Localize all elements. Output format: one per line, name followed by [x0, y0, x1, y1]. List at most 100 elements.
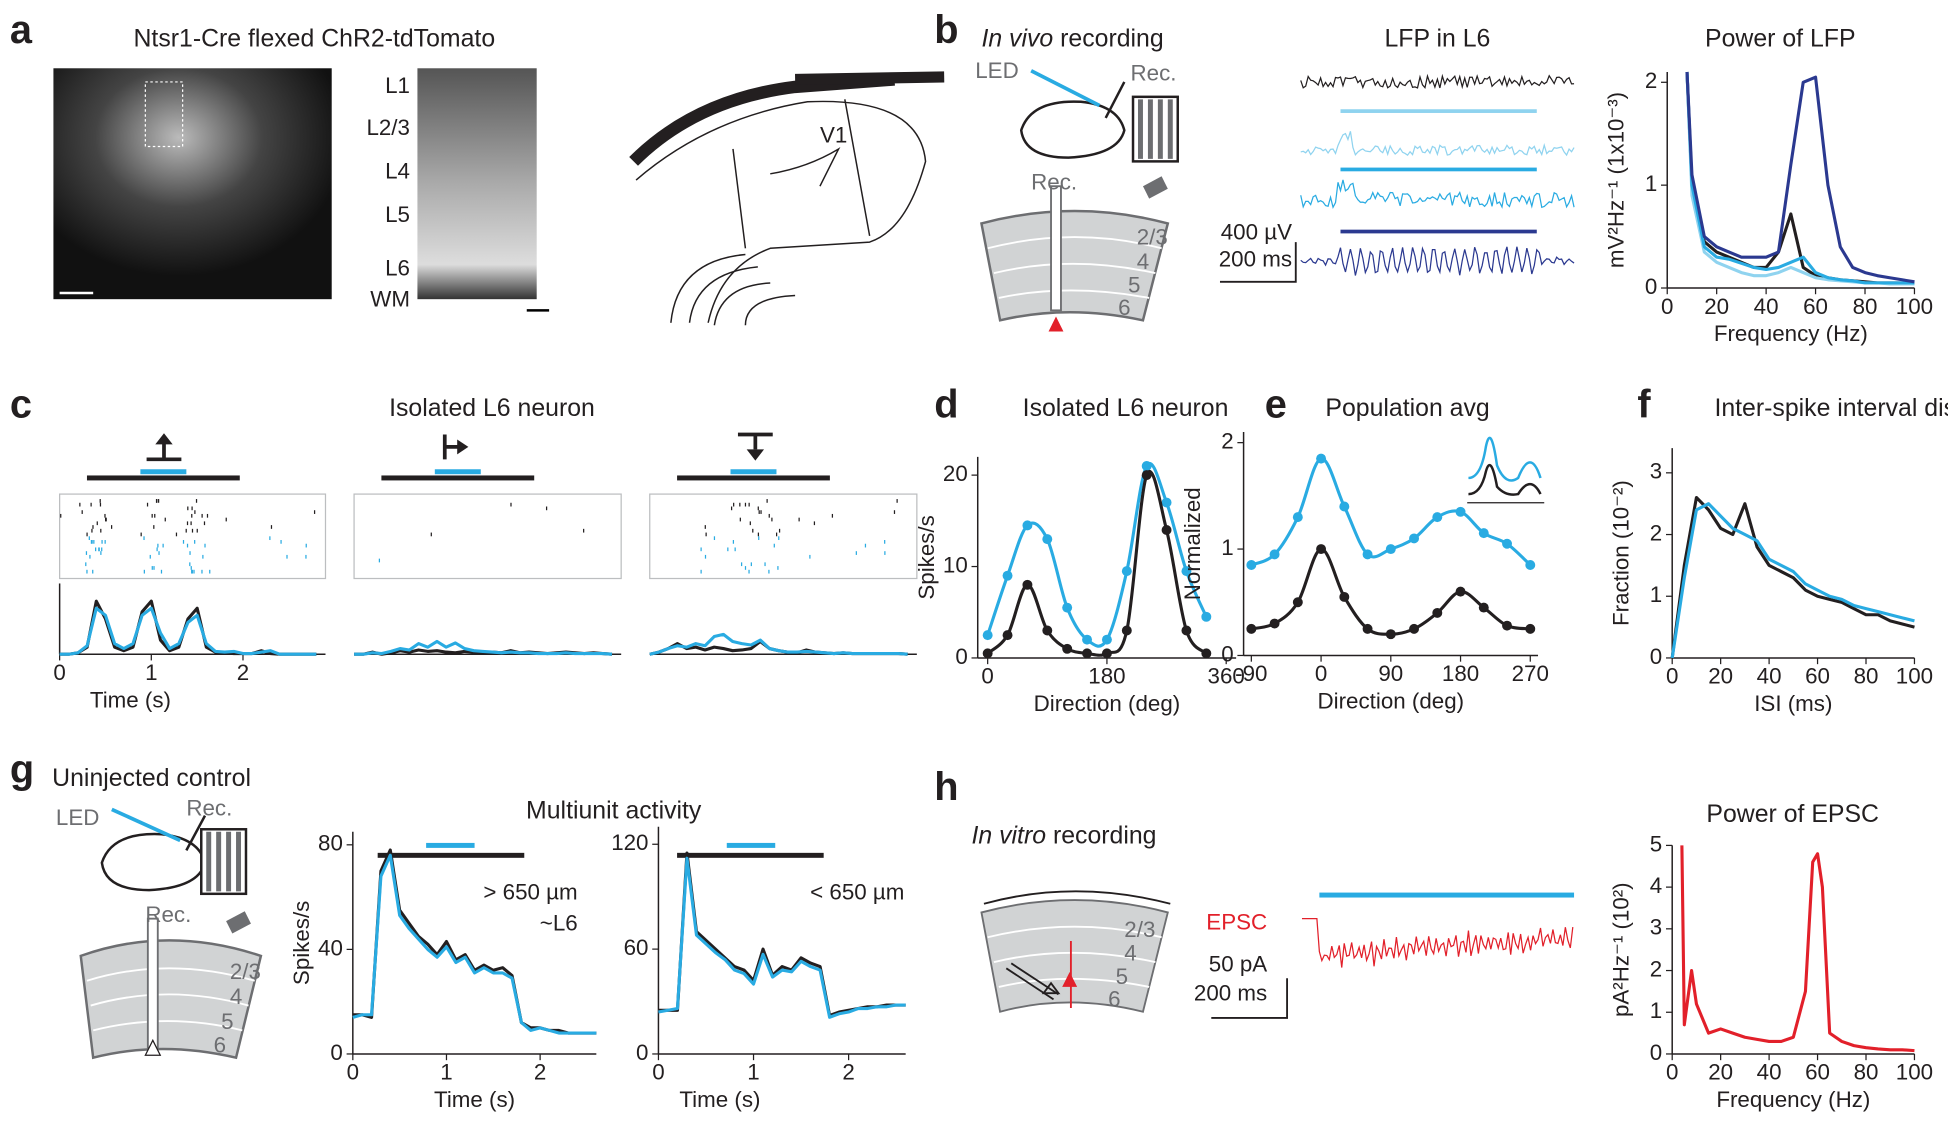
x-tick-label: 0	[1315, 661, 1327, 686]
x-tick-label: 0	[347, 1060, 359, 1085]
series-line	[1250, 547, 1531, 636]
y-tick-label: 1	[1645, 171, 1657, 196]
x-tick-label: 1	[747, 1060, 759, 1085]
x-axis-label: Direction (deg)	[1318, 689, 1465, 714]
y-tick-label: 40	[318, 935, 343, 960]
data-point	[1201, 648, 1212, 659]
data-point	[1409, 533, 1420, 544]
trace	[1300, 179, 1575, 210]
annotation: > 650 µm	[483, 880, 577, 905]
stim-bar	[1340, 167, 1537, 172]
x-tick-label: 1	[145, 660, 157, 685]
y-tick-label: 20	[943, 461, 968, 486]
data-point	[1082, 648, 1093, 659]
data-point	[1121, 566, 1132, 577]
scale-label: 200 ms	[1194, 980, 1267, 1005]
x-tick-label: 40	[1757, 664, 1782, 689]
trace-illustration	[1300, 73, 1575, 968]
chart-title: Inter-spike interval dist.	[1714, 395, 1948, 422]
data-point	[1246, 560, 1257, 570]
y-tick-label: 0	[955, 644, 967, 669]
data-point	[1022, 520, 1033, 531]
raster-box	[59, 493, 327, 580]
depth-label: 6	[1118, 295, 1130, 320]
depth-label: 5	[1128, 273, 1140, 298]
x-axis-label: Time (s)	[434, 1087, 515, 1112]
x-tick-label: 2	[842, 1060, 854, 1085]
trace	[1301, 918, 1574, 968]
y-axis-label: Spikes/s	[914, 515, 939, 599]
rec-label: Rec.	[1031, 170, 1077, 195]
data-point	[1385, 544, 1396, 555]
trace	[1300, 73, 1575, 90]
stim-bar	[1319, 892, 1575, 898]
x-tick-label: 1	[440, 1060, 452, 1085]
panel-title: In vivo recording	[981, 25, 1163, 52]
data-point	[1385, 629, 1396, 640]
x-axis-label: ISI (ms)	[1754, 691, 1832, 716]
x-tick-label: 180	[1088, 664, 1125, 689]
data-point	[1362, 623, 1373, 634]
panel-title: Uninjected control	[52, 765, 251, 792]
panel-label: d	[934, 383, 958, 427]
x-tick-label: 100	[1896, 1060, 1933, 1085]
y-tick-label: 3	[1650, 459, 1662, 484]
series-line	[1685, 71, 1915, 284]
raster-illustration	[60, 499, 898, 574]
series-line	[59, 606, 317, 656]
panel-label: a	[10, 8, 33, 52]
data-point	[1292, 597, 1303, 608]
panel-label: b	[934, 8, 958, 52]
y-tick-label: 0	[1645, 274, 1657, 299]
y-tick-label: 0	[1650, 1040, 1662, 1065]
x-tick-label: 100	[1896, 294, 1933, 319]
data-point	[982, 648, 993, 659]
data-point	[1525, 623, 1536, 634]
panel-label: h	[934, 765, 958, 809]
micrograph	[53, 68, 332, 300]
panel-title: In vitro recording	[972, 822, 1157, 849]
scale-bar	[1211, 978, 1289, 1019]
depth-label: 2/3	[1137, 224, 1168, 249]
data-point	[1002, 570, 1013, 581]
data-point	[1181, 625, 1192, 636]
series-line	[354, 639, 613, 656]
series-line	[986, 470, 1208, 657]
series-line	[649, 632, 908, 656]
stimulus-bars	[377, 842, 824, 858]
x-axis-label: Frequency (Hz)	[1716, 1087, 1870, 1112]
micrograph	[417, 68, 537, 300]
data-point	[1478, 528, 1489, 539]
x-tick-label: 0	[53, 660, 65, 685]
y-tick-label: 60	[624, 935, 649, 960]
raster-box	[649, 493, 918, 580]
roi-box	[144, 81, 184, 148]
x-axis-label: Time (s)	[90, 687, 171, 712]
data-point	[1121, 625, 1132, 636]
brain-schematic	[629, 71, 945, 326]
y-tick-label: 0	[330, 1040, 342, 1065]
layer-label: L4	[385, 158, 410, 183]
y-tick-label: 80	[318, 831, 343, 856]
y-tick-label: 2	[1650, 520, 1662, 545]
trace	[1300, 131, 1575, 157]
x-tick-label: 0	[652, 1060, 664, 1085]
data-point	[1082, 634, 1093, 645]
layer-label: L1	[385, 73, 410, 98]
led-label: LED	[56, 805, 99, 830]
layer-label: WM	[370, 286, 410, 311]
panel-label: c	[10, 383, 32, 427]
data-point	[1316, 544, 1327, 555]
scale-bar	[1219, 242, 1297, 283]
data-point	[1181, 566, 1192, 577]
x-tick-label: 40	[1757, 1060, 1782, 1085]
x-tick-label: 2	[534, 1060, 546, 1085]
y-tick-label: 10	[943, 552, 968, 577]
y-axis-label: Fraction (10⁻²)	[1608, 480, 1633, 626]
inset-illustration	[1467, 436, 1545, 504]
y-tick-label: 2	[1645, 68, 1657, 93]
y-tick-label: 5	[1650, 831, 1662, 856]
y-tick-label: 1	[1221, 535, 1233, 560]
